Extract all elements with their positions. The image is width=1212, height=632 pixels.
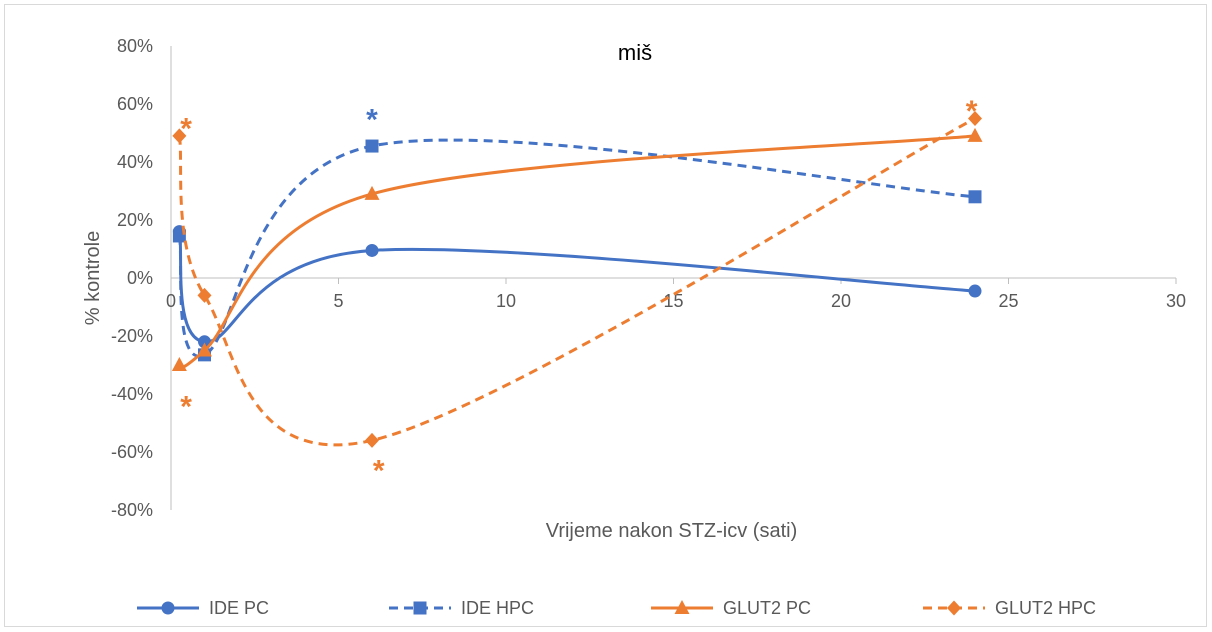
significance-asterisk: * (366, 104, 378, 137)
data-point-glut2-pc (967, 127, 983, 142)
chart-frame: 80% 60% 40% 20% 0% -20% -40% -60% -80% 0 5 10 15 20 25… (4, 4, 1207, 627)
x-tick-label: 15 (663, 291, 683, 311)
data-point-glut2-hpc (365, 432, 379, 448)
data-point-ide-hpc (968, 190, 982, 204)
significance-asterisk: * (373, 455, 385, 488)
legend-label-glut2-pc: GLUT2 PC (723, 598, 811, 618)
data-point-ide-pc (968, 284, 982, 298)
significance-asterisk: * (966, 95, 978, 128)
significance-asterisk: * (180, 391, 192, 424)
series-line-ide-pc (177, 231, 976, 344)
data-point-ide-pc (198, 335, 211, 349)
series-line-ide-hpc (177, 138, 976, 358)
x-axis-title: Vrijeme nakon STZ-icv (sati) (546, 520, 798, 542)
y-tick-label: -40% (111, 384, 153, 404)
series-line-glut2-hpc (177, 117, 976, 447)
x-tick-label: 20 (831, 291, 851, 311)
legend-marker-ide-hpc (413, 601, 427, 615)
series-line-glut2-pc (178, 134, 976, 369)
x-tick-label: 10 (496, 291, 516, 311)
y-tick-label: 60% (117, 94, 153, 114)
data-point-glut2-pc (171, 357, 187, 371)
y-tick-label: -60% (111, 442, 153, 462)
data-point-ide-hpc (365, 139, 379, 153)
y-tick-label: 20% (117, 210, 153, 230)
x-tick-label: 30 (1166, 291, 1186, 311)
data-point-glut2-hpc (172, 128, 187, 144)
line-chart: 80% 60% 40% 20% 0% -20% -40% -60% -80% 0 5 10 15 20 25… (82, 36, 1186, 618)
y-axis-title: % kontrole (82, 231, 104, 326)
y-tick-label: 40% (117, 152, 153, 172)
legend-marker-glut2-hpc (947, 600, 961, 616)
data-point-glut2-pc (364, 185, 380, 200)
x-tick-label: 25 (998, 291, 1018, 311)
data-point-glut2-hpc (968, 111, 982, 126)
legend-marker-ide-pc (161, 601, 175, 615)
data-point-glut2-pc (197, 342, 212, 357)
y-tick-label: -80% (111, 500, 153, 520)
y-tick-label: -20% (111, 326, 153, 346)
data-point-glut2-hpc (197, 287, 212, 303)
y-tick-label: 0% (127, 268, 153, 288)
x-tick-label: 0 (166, 291, 176, 311)
legend-marker-glut2-pc (674, 600, 690, 614)
legend-label-ide-hpc: IDE HPC (461, 598, 534, 618)
chart-title: miš (618, 40, 652, 65)
legend-label-ide-pc: IDE PC (209, 598, 269, 618)
x-tick-label: 5 (333, 291, 343, 311)
legend-label-glut2-hpc: GLUT2 HPC (995, 598, 1096, 618)
significance-asterisk: * (180, 112, 192, 145)
y-tick-label: 80% (117, 36, 153, 56)
data-point-ide-pc (365, 243, 379, 257)
